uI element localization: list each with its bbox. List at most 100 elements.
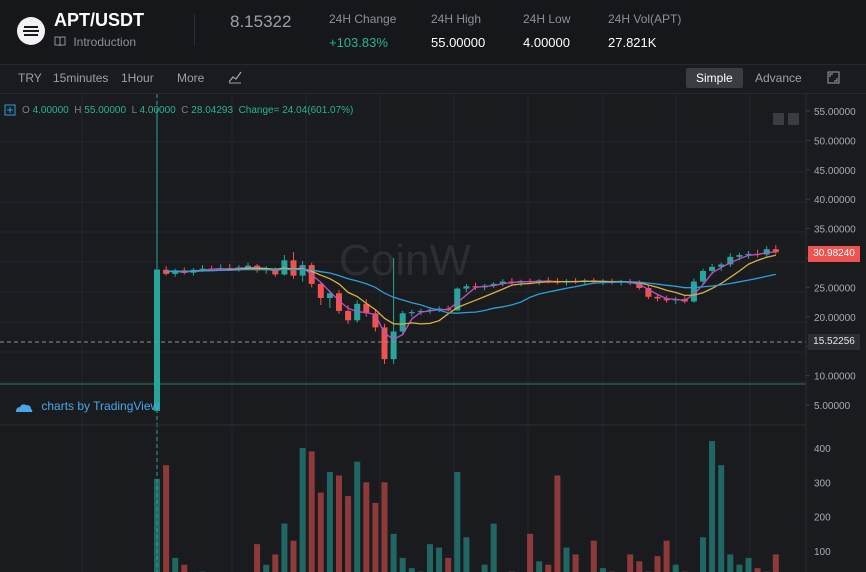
volume-bar [336,475,342,572]
coin-logo-icon [17,17,45,45]
candle-body [736,255,743,257]
price-axis-label: 45.00000 [814,166,856,177]
high-key: H [74,105,82,116]
candle-body [700,270,706,282]
scroll-right-button[interactable] [788,113,799,125]
volume-axis-label: 100 [814,547,831,558]
price-axis-label: 40.00000 [814,195,856,206]
price-axis-label: 25.00000 [814,283,856,294]
volume-bar [572,554,579,572]
volume-bar [399,557,406,572]
volume-bar [290,540,297,572]
volume-bar [427,544,433,572]
volume-bar [718,465,725,572]
interval-1hour[interactable]: 1Hour [121,71,154,85]
candle-body [199,268,206,270]
stat-label: 24H Vol(APT) [608,12,682,26]
moving-averages [166,251,776,341]
change-value: Change= 24.04(601.07%) [238,105,354,116]
volume-bar [317,492,324,572]
attribution-label: charts by TradingView [41,399,160,413]
volume-bar [463,537,470,572]
advance-view-button[interactable]: Advance [755,71,802,85]
volume-bar [654,556,661,572]
crosshair-price-tag: 15.52256 [808,334,860,350]
high-value: 55.00000 [84,105,127,116]
volume-bar [372,502,379,572]
volume-bar [172,557,179,572]
volume-bar [554,475,561,572]
candle-body [290,260,297,276]
ma-long-line [166,268,776,314]
coinw-watermark: CoinW [339,236,471,285]
fullscreen-icon[interactable] [827,71,840,87]
price-axis-label: 50.00000 [814,136,856,147]
volume-bar [700,537,706,572]
candle-body [390,331,397,360]
volume-bar [709,441,716,572]
volume-bar [308,451,315,572]
trading-pair: APT/USDT [54,10,144,30]
candle-body [690,281,697,302]
price-axis-label: 10.00000 [814,372,856,383]
volume-bar [381,482,388,572]
scroll-left-button[interactable] [773,113,784,125]
tradingview-cloud-icon [14,402,34,412]
candle-body [317,283,324,298]
candle-body [772,249,779,253]
volume-bar [254,544,261,572]
volume-bar [326,472,333,572]
indicators-icon[interactable] [228,70,242,87]
stat-label: 24H Change [329,12,397,26]
stat-24h-high: 24H High 55.00000 [431,12,485,50]
price-axis-label: 20.00000 [814,313,856,324]
introduction-link[interactable]: Introduction [54,35,136,49]
volume-bar [481,564,488,572]
last-price: 8.15322 [230,12,292,31]
volume-bar [154,478,160,572]
currency-selector[interactable]: TRY [18,71,42,85]
candle-body [645,287,652,297]
candle-body [345,310,352,321]
candle-body [490,283,497,286]
volume-bar [727,554,734,572]
candle-body [381,327,388,360]
stat-label: 24H Low [523,12,571,26]
volume-bar [590,540,597,572]
candle-body [336,293,342,311]
volume-bar [599,568,606,572]
introduction-label: Introduction [73,35,137,49]
market-header: APT/USDT Introduction 8.15322 24H Change… [0,0,866,65]
volume-bar [754,568,761,572]
volume-bar [390,533,397,572]
legend-toggle-icon[interactable] [4,104,16,116]
close-key: C [181,105,189,116]
volume-bar [181,564,188,572]
candle-body [326,293,333,298]
price-chart[interactable]: CoinW 55.00000 50.00000 45.00000 40.00000 35… [0,94,866,572]
tradingview-attribution[interactable]: charts by TradingView [14,399,159,413]
volume-bar [345,496,352,572]
header-divider [194,14,195,46]
current-price-tag: 30.98240 [808,246,860,262]
more-intervals-button[interactable]: More [177,71,205,85]
candle-body [663,298,670,301]
interval-15minutes[interactable]: 15minutes [53,71,109,85]
candle-body [499,281,506,284]
stat-24h-volume: 24H Vol(APT) 27.821K [608,12,681,50]
ohlc-legend: O 4.00000 H 55.00000 L 4.00000 C 28.0429… [22,105,353,116]
candle-body [408,312,415,314]
volume-bar [772,554,779,572]
volume-bar [736,564,743,572]
low-value: 4.00000 [139,105,176,116]
volume-bar [445,557,452,572]
candle-body [636,283,643,288]
volume-axis-label: 200 [814,513,831,524]
volume-bar [527,533,534,572]
book-icon [54,35,69,49]
open-value: 4.00000 [32,105,69,116]
simple-view-button[interactable]: Simple [686,68,743,88]
scroll-buttons[interactable] [773,113,799,125]
volume-bar [627,554,634,572]
volume-bar [636,561,643,572]
